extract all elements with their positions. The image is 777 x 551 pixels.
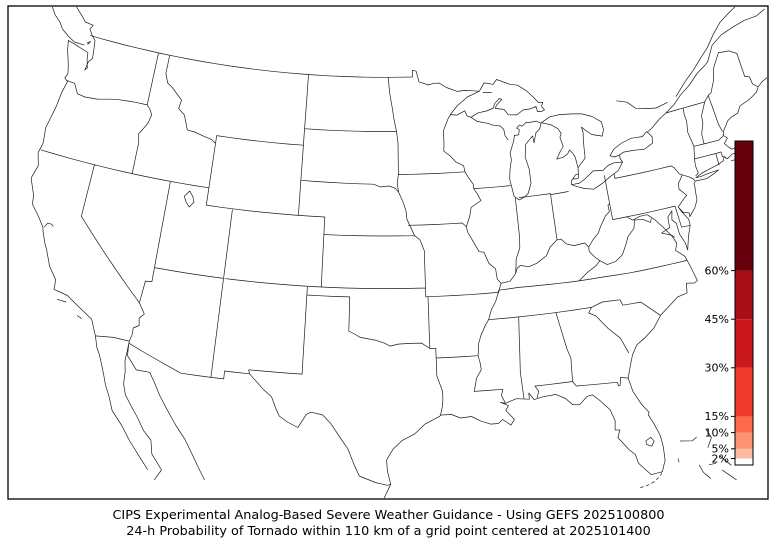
colorbar: 2%5% 10% 15% 30% 45% 60% [705, 140, 754, 466]
caption-line-1: CIPS Experimental Analog-Based Severe We… [112, 508, 665, 523]
lakes-lines [183, 79, 655, 447]
colorbar-tick-label: 15% [705, 410, 729, 423]
colorbar-segment [735, 458, 753, 465]
map-layers [30, 7, 767, 498]
colorbar-tick-label: 30% [705, 362, 729, 375]
colorbar-segment [735, 319, 753, 368]
colorbar-segment [735, 367, 753, 417]
colorbar-tick-label: 2% [712, 452, 729, 465]
borders-lines [40, 52, 727, 416]
dashed-lines [639, 472, 663, 489]
colorbar-segment [735, 141, 753, 271]
coast-lines [30, 7, 767, 498]
colorbar-tick-label: 45% [705, 313, 729, 326]
colorbar-segment [735, 432, 753, 449]
colorbar-tick-label: 60% [705, 264, 729, 277]
caption-line-2: 24-h Probability of Tornado within 110 k… [126, 524, 651, 539]
plot-frame [7, 5, 769, 500]
colorbar-tick-label: 10% [705, 426, 729, 439]
islands-lines [57, 92, 743, 481]
colorbar-tick-label: 5% [712, 443, 729, 456]
colorbar-segment [735, 448, 753, 459]
colorbar-segment [735, 270, 753, 320]
figure-caption: CIPS Experimental Analog-Based Severe We… [0, 508, 777, 540]
colorbar-segment [735, 416, 753, 433]
colorbar-outline [734, 140, 754, 466]
